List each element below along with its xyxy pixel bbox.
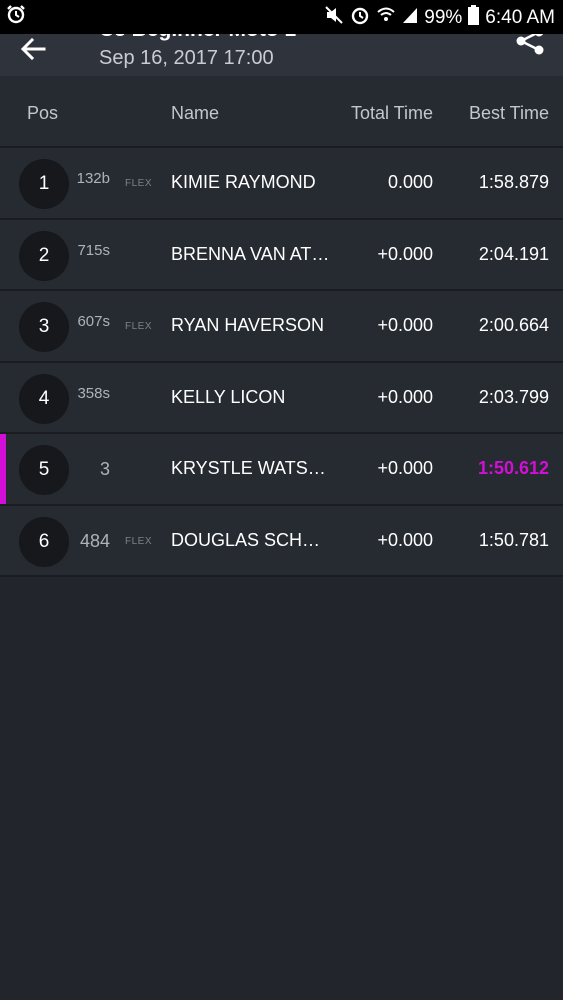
- bib-number: 3: [99, 459, 110, 479]
- table-row[interactable]: 2 715s BRENNA VAN AT… +0.000 2:04.191: [0, 219, 563, 291]
- flex-tag: FLEX: [125, 178, 153, 189]
- clock-time: 6:40 AM: [485, 6, 555, 28]
- best-time: 2:03.799: [478, 386, 549, 407]
- signal-icon: [402, 6, 418, 28]
- share-button[interactable]: [515, 34, 545, 56]
- bib-number: 484: [79, 530, 110, 551]
- bib-number: 132b: [76, 170, 110, 187]
- results-list: 1 132b FLEX KIMIE RAYMOND 0.000 1:58.879…: [0, 148, 563, 577]
- total-time: +0.000: [377, 529, 433, 550]
- status-bar: 99% 6:40 AM: [0, 0, 563, 34]
- position-badge: 2: [19, 230, 69, 281]
- position-badge: 6: [19, 516, 69, 567]
- page-subtitle: Sep 16, 2017 17:00: [99, 47, 274, 69]
- best-time: 1:50.781: [478, 529, 549, 550]
- table-row[interactable]: 4 358s KELLY LICON +0.000 2:03.799: [0, 362, 563, 434]
- toolbar: C3 Beginner Moto 1 Sep 16, 2017 17:00: [0, 34, 563, 76]
- rider-name: BRENNA VAN AT…: [171, 243, 330, 264]
- total-time: +0.000: [377, 315, 433, 335]
- battery-icon: [468, 5, 480, 29]
- table-row[interactable]: 3 607s FLEX RYAN HAVERSON +0.000 2:00.66…: [0, 291, 563, 363]
- position-badge: 1: [19, 159, 69, 209]
- table-row[interactable]: 6 484 FLEX DOUGLAS SCHEI… +0.000 1:50.78…: [0, 505, 563, 577]
- column-best-time[interactable]: Best Time: [468, 103, 549, 123]
- arrow-left-icon: [20, 38, 46, 60]
- rider-name: KRYSTLE WATS…: [171, 458, 326, 478]
- rider-name: KELLY LICON: [171, 386, 286, 407]
- table-row[interactable]: 1 132b FLEX KIMIE RAYMOND 0.000 1:58.879: [0, 148, 563, 220]
- best-time: 2:04.191: [478, 243, 549, 264]
- page-title: C3 Beginner Moto 1: [99, 34, 296, 42]
- best-time: 1:58.879: [478, 172, 549, 192]
- flex-tag: FLEX: [125, 321, 153, 332]
- bib-number: 715s: [77, 241, 110, 259]
- share-icon: [516, 34, 544, 55]
- alarm-icon: [350, 5, 370, 29]
- position-badge: 5: [19, 445, 69, 495]
- column-pos[interactable]: Pos: [27, 103, 59, 123]
- table-row-highlighted[interactable]: 5 3 KRYSTLE WATS… +0.000 1:50.612: [0, 434, 563, 506]
- alarm-clock-icon: [6, 4, 26, 30]
- bib-number: 607s: [77, 313, 110, 330]
- column-total-time[interactable]: Total Time: [350, 103, 433, 123]
- rider-name: KIMIE RAYMOND: [171, 172, 316, 192]
- total-time: +0.000: [377, 458, 433, 478]
- total-time: +0.000: [377, 243, 433, 264]
- best-time-fastest: 1:50.612: [477, 458, 549, 478]
- wifi-icon: [376, 5, 396, 29]
- highlight-marker: [0, 434, 6, 504]
- best-time: 2:00.664: [478, 315, 549, 335]
- battery-percent: 99%: [424, 6, 463, 28]
- total-time: 0.000: [387, 172, 433, 192]
- position-badge: 3: [19, 302, 69, 352]
- column-name[interactable]: Name: [171, 103, 220, 123]
- bib-number: 358s: [77, 384, 110, 402]
- mute-icon: [324, 5, 344, 29]
- position-badge: 4: [19, 373, 69, 424]
- total-time: +0.000: [377, 386, 433, 407]
- rider-name: DOUGLAS SCHEI…: [171, 529, 331, 550]
- back-button[interactable]: [20, 34, 60, 64]
- flex-tag: FLEX: [125, 535, 153, 547]
- rider-name: RYAN HAVERSON: [171, 315, 325, 335]
- results-header: Pos Name Total Time Best Time: [0, 76, 563, 148]
